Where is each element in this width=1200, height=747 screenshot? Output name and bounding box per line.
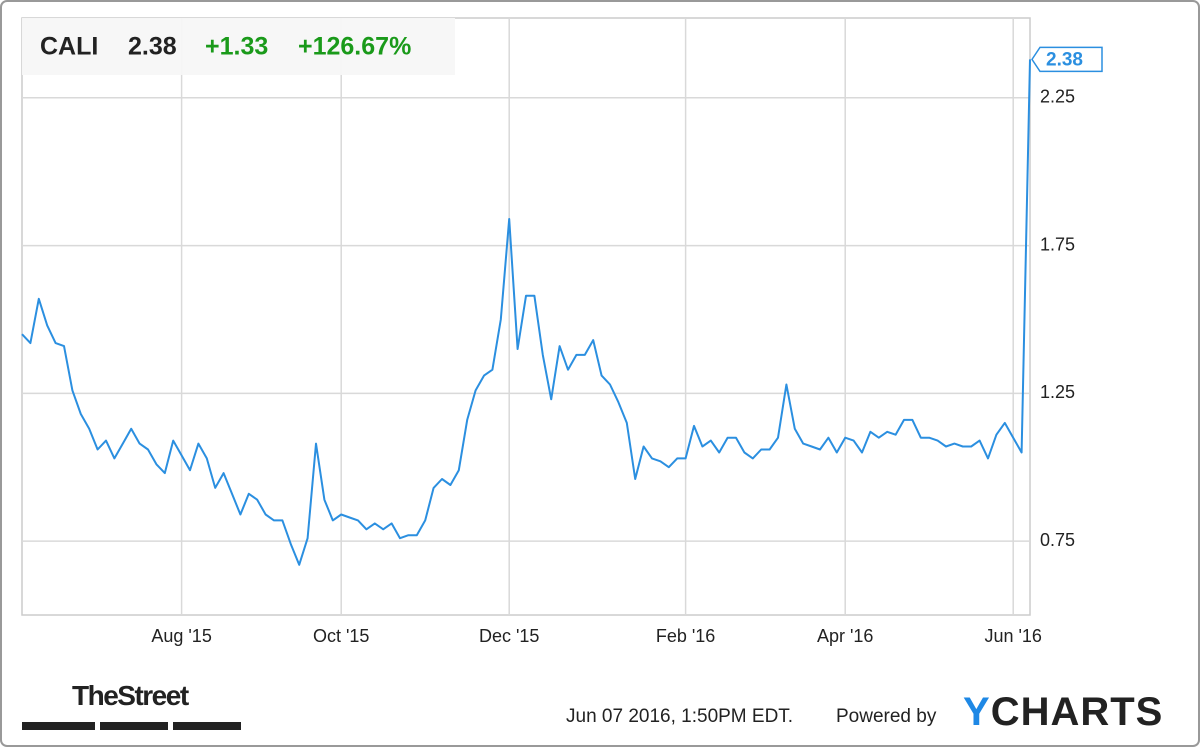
y-tick-label: 2.25 [1040, 87, 1075, 107]
brand-bar [22, 722, 95, 730]
last-value-label: 2.38 [1046, 49, 1083, 70]
x-tick-label: Dec '15 [479, 626, 539, 646]
powered-by: Powered by [836, 706, 937, 727]
plot-area [21, 17, 1031, 616]
logo[interactable]: YCHARTS [963, 690, 1164, 734]
x-tick-label: Jun '16 [984, 626, 1041, 646]
last-value-flag [1031, 46, 1103, 73]
price-line [21, 59, 1031, 566]
x-tick-label: Oct '15 [313, 626, 369, 646]
x-tick-label: Aug '15 [151, 626, 212, 646]
y-tick-label: 1.75 [1040, 234, 1075, 254]
ticker: CALI [40, 33, 98, 61]
y-tick-label: 0.75 [1040, 530, 1075, 550]
header-box [22, 18, 455, 75]
brand-bar [173, 722, 241, 730]
x-tick-label: Apr '16 [817, 626, 873, 646]
change-percent: +126.67% [298, 33, 411, 61]
y-tick-label: 1.25 [1040, 382, 1075, 402]
brand-bar [100, 722, 168, 730]
x-tick-label: Feb '16 [656, 626, 715, 646]
timestamp: Jun 07 2016, 1:50PM EDT. [566, 706, 794, 727]
brand: TheStreet [72, 680, 189, 711]
price: 2.38 [128, 33, 177, 61]
change: +1.33 [205, 33, 268, 61]
